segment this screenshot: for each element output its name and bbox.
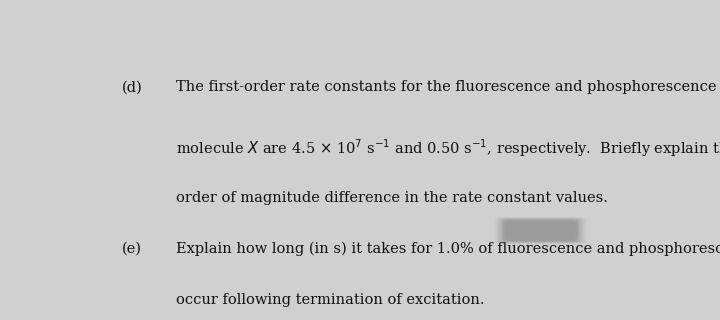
FancyBboxPatch shape (503, 219, 579, 242)
FancyBboxPatch shape (501, 219, 580, 242)
FancyBboxPatch shape (503, 222, 578, 239)
Text: occur following termination of excitation.: occur following termination of excitatio… (176, 293, 485, 308)
FancyBboxPatch shape (504, 220, 577, 242)
FancyBboxPatch shape (495, 217, 587, 244)
Text: The first-order rate constants for the fluorescence and phosphorescence of: The first-order rate constants for the f… (176, 80, 720, 94)
Text: order of magnitude difference in the rate constant values.: order of magnitude difference in the rat… (176, 191, 608, 205)
Text: molecule $\mathit{X}$ are 4.5 $\times$ 10$^7$ s$^{-1}$ and 0.50 s$^{-1}$, respec: molecule $\mathit{X}$ are 4.5 $\times$ 1… (176, 137, 720, 159)
FancyBboxPatch shape (498, 218, 583, 243)
Text: (d): (d) (122, 80, 143, 94)
Text: (e): (e) (122, 242, 143, 256)
Text: Explain how long (in s) it takes for 1.0% of fluorescence and phosphorescence to: Explain how long (in s) it takes for 1.0… (176, 242, 720, 256)
FancyBboxPatch shape (506, 220, 575, 241)
FancyBboxPatch shape (500, 218, 582, 243)
FancyBboxPatch shape (496, 218, 585, 244)
